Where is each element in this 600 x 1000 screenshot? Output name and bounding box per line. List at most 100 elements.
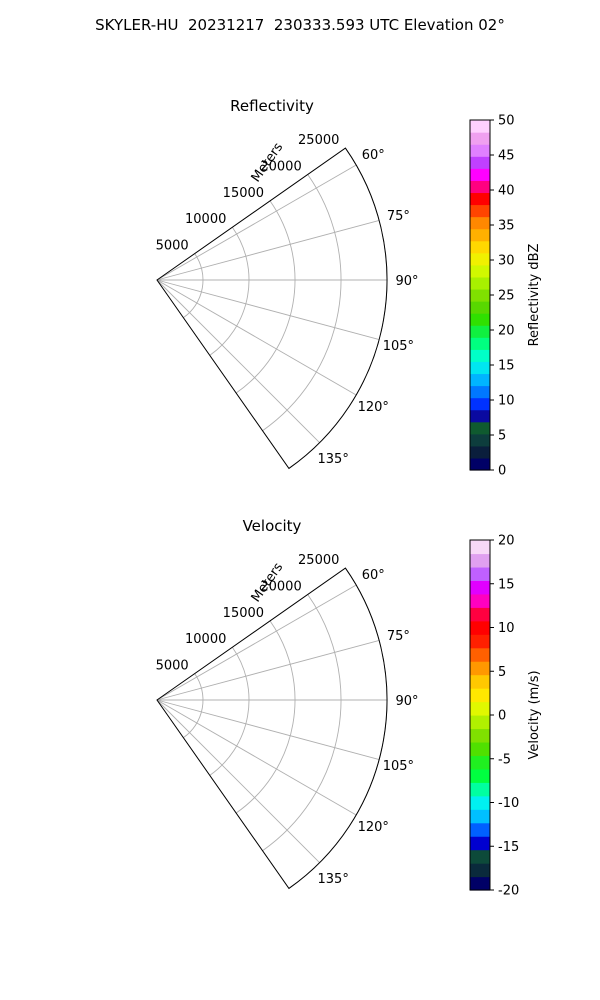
colorbar-tick-label: 50	[498, 114, 515, 129]
colorbar-swatch	[470, 580, 490, 595]
colorbar-swatch	[470, 768, 490, 783]
radial-grid-arc	[262, 594, 342, 852]
colorbar-swatch	[470, 385, 490, 399]
angular-grid-line	[156, 164, 357, 281]
colorbar-swatch	[470, 228, 490, 242]
velocity-colorbar: -20 -15 -10 -5 0 5 10 15 20 Velocity (m/s)	[469, 534, 542, 899]
colorbar-swatch	[470, 809, 490, 824]
angular-tick-label: 60°	[362, 568, 385, 583]
colorbar-swatch	[470, 822, 490, 837]
colorbar-swatch	[470, 620, 490, 635]
colorbar-label: Reflectivity dBZ	[527, 244, 542, 347]
radial-grid-arc	[209, 226, 250, 356]
radial-tick-label: 10000	[185, 212, 226, 227]
velocity-panel: 5000 10000 15000 20000 25000 60° 75° 90° 105° 120…	[156, 553, 419, 890]
radial-grid-arc	[262, 174, 342, 432]
figure-title: SKYLER-HU 20231217 230333.593 UTC Elevat…	[95, 16, 505, 34]
colorbar-swatch	[470, 361, 490, 375]
colorbar-swatch	[470, 132, 490, 145]
reflectivity-colorbar: 0 5 10 15 20 25 30 35 40 45 50 Reflectivity dBZ	[469, 114, 542, 479]
colorbar-tick-label: 5	[498, 429, 506, 444]
colorbar-swatch	[470, 180, 490, 194]
polar-sector-bg	[157, 148, 387, 469]
colorbar-swatch	[470, 168, 490, 181]
radial-tick-label: 15000	[223, 186, 264, 201]
colorbar-tick-label: -20	[498, 884, 519, 899]
colorbar-swatch	[470, 795, 490, 810]
colorbar-swatch	[470, 782, 490, 797]
colorbar-swatch	[470, 661, 490, 676]
polar-sector-bg	[157, 568, 387, 889]
colorbar-tick-label: 10	[498, 621, 515, 636]
colorbar-swatch	[470, 607, 490, 622]
colorbar-tick-label: -15	[498, 840, 519, 855]
radial-tick-label: 5000	[156, 659, 189, 674]
colorbar-swatch	[470, 836, 490, 851]
colorbar-swatch	[470, 566, 490, 581]
colorbar-tick-label: 15	[498, 359, 515, 374]
colorbar-tick-label: 0	[498, 464, 506, 479]
colorbar-swatch	[470, 325, 490, 338]
radial-tick-label: 15000	[223, 606, 264, 621]
colorbar-swatch	[470, 755, 490, 770]
colorbar-swatch	[470, 647, 490, 662]
angular-grid-line	[156, 279, 320, 443]
colorbar-swatch	[470, 741, 490, 756]
angular-tick-label: 75°	[387, 629, 410, 644]
colorbar-tick-label: -10	[498, 796, 519, 811]
angular-grid-line	[156, 699, 380, 760]
angular-grid-line	[156, 279, 380, 340]
angular-grid-line	[156, 640, 380, 701]
colorbar-tick-label: 45	[498, 149, 515, 164]
colorbar-tick-label: 25	[498, 289, 515, 304]
angular-tick-label: 90°	[395, 274, 418, 289]
polar-sector-outline	[156, 147, 388, 470]
angular-tick-label: 120°	[358, 400, 389, 415]
colorbar-swatch	[470, 252, 490, 266]
colorbar-swatch	[470, 144, 490, 157]
radial-grid-arc	[235, 620, 296, 814]
colorbar-tick-label: 15	[498, 577, 515, 592]
angular-tick-label: 60°	[362, 148, 385, 163]
angular-tick-label: 90°	[395, 694, 418, 709]
colorbar-tick-label: 20	[498, 324, 515, 339]
angular-grid-line	[156, 699, 320, 863]
colorbar-tick-label: -5	[498, 752, 511, 767]
colorbar-tick-label: 5	[498, 665, 506, 680]
colorbar-swatch	[470, 120, 490, 133]
colorbar-swatch	[470, 863, 490, 878]
radial-tick-label: 25000	[298, 133, 339, 148]
reflectivity-title: Reflectivity	[230, 97, 314, 115]
colorbar-swatch	[470, 409, 490, 423]
colorbar-swatch	[470, 728, 490, 743]
angular-tick-label: 135°	[318, 452, 349, 467]
angular-tick-label: 105°	[383, 339, 414, 354]
colorbar-swatch	[470, 373, 490, 387]
colorbar-label: Velocity (m/s)	[527, 670, 542, 759]
colorbar-swatch	[470, 301, 490, 314]
colorbar-swatch	[470, 715, 490, 730]
colorbar-swatch	[470, 634, 490, 649]
angular-tick-label: 120°	[358, 820, 389, 835]
colorbar-tick-label: 10	[498, 394, 515, 409]
radial-tick-label: 20000	[260, 579, 301, 594]
colorbar-swatch	[470, 688, 490, 703]
colorbar-swatch	[470, 674, 490, 689]
colorbar-swatch	[470, 313, 490, 326]
reflectivity-panel: 5000 10000 15000 20000 25000 60° 75° 90° 105° 120…	[156, 133, 419, 470]
colorbar-tick-label: 30	[498, 254, 515, 269]
angular-grid-line	[156, 220, 380, 281]
radial-tick-label: 20000	[260, 159, 301, 174]
radial-grid-arc	[209, 646, 250, 776]
colorbar-swatch	[470, 701, 490, 716]
colorbar-swatch	[470, 349, 490, 362]
colorbar-tick-label: 0	[498, 709, 506, 724]
colorbar-swatch	[470, 264, 490, 278]
colorbar-swatch	[470, 276, 490, 290]
colorbar-swatch	[470, 204, 490, 218]
colorbar-swatch	[470, 421, 490, 435]
angular-grid-line	[156, 584, 357, 701]
radial-tick-label: 10000	[185, 632, 226, 647]
angular-tick-label: 75°	[387, 209, 410, 224]
